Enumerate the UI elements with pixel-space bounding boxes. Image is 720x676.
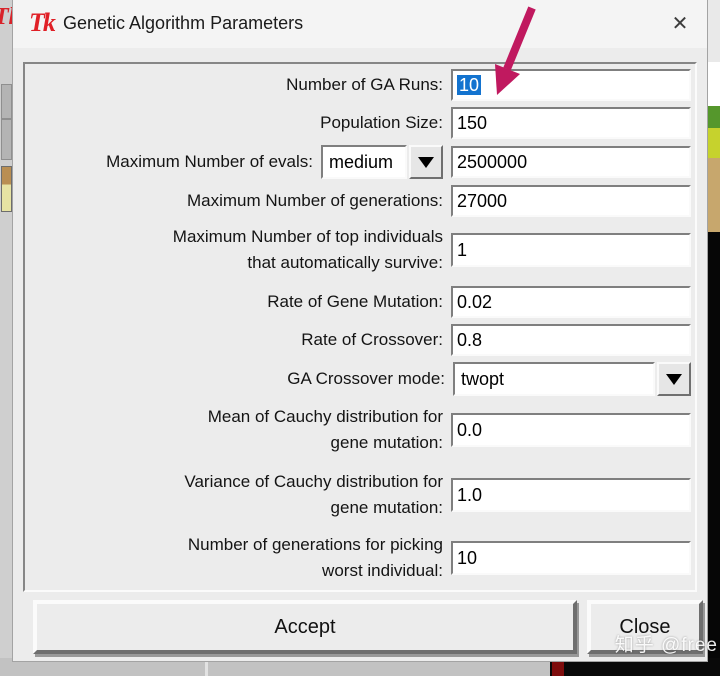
max-generations-input[interactable]: 27000	[451, 185, 691, 217]
background-scrollbar-fragment	[1, 84, 12, 160]
background-black-fragment	[708, 232, 720, 676]
crossover-mode-value[interactable]: twopt	[453, 362, 655, 396]
ga-parameters-dialog: Tk Genetic Algorithm Parameters ✕ Number…	[12, 0, 708, 662]
crossover-rate-row: Rate of Crossover: 0.8	[33, 321, 691, 359]
max-evals-preset-value[interactable]: medium	[321, 145, 407, 179]
population-size-row: Population Size: 150	[33, 104, 691, 142]
background-window-bottom	[0, 658, 720, 676]
cauchy-mean-row: Mean of Cauchy distribution for gene mut…	[33, 403, 691, 457]
max-evals-preset-select[interactable]: medium	[321, 145, 443, 179]
background-window-right	[708, 0, 720, 676]
top-individuals-row: Maximum Number of top individuals that a…	[33, 224, 691, 276]
selected-text: 10	[457, 75, 482, 95]
gene-mutation-rate-row: Rate of Gene Mutation: 0.02	[33, 283, 691, 321]
cauchy-mean-label: Mean of Cauchy distribution for gene mut…	[207, 406, 443, 452]
ga-runs-input[interactable]: 10	[451, 69, 691, 101]
top-individuals-label: Maximum Number of top individuals that a…	[172, 226, 443, 272]
window-title: Genetic Algorithm Parameters	[63, 13, 304, 33]
cauchy-variance-label: Variance of Cauchy distribution for gene…	[184, 471, 443, 517]
max-evals-dropdown-button[interactable]	[409, 145, 443, 179]
form-frame	[23, 62, 697, 592]
population-size-label: Population Size:	[320, 112, 443, 132]
max-evals-input[interactable]: 2500000	[451, 146, 691, 178]
cauchy-variance-row: Variance of Cauchy distribution for gene…	[33, 468, 691, 522]
picking-worst-input[interactable]: 10	[451, 541, 691, 575]
crossover-mode-select[interactable]: twopt	[453, 362, 691, 396]
crossover-rate-label: Rate of Crossover:	[301, 329, 443, 349]
picking-worst-row: Number of generations for picking worst …	[33, 531, 691, 585]
ga-runs-label: Number of GA Runs:	[286, 74, 443, 94]
cauchy-variance-input[interactable]: 1.0	[451, 478, 691, 512]
crossover-mode-dropdown-button[interactable]	[657, 362, 691, 396]
gene-mutation-rate-input[interactable]: 0.02	[451, 286, 691, 318]
cauchy-mean-input[interactable]: 0.0	[451, 413, 691, 447]
window-close-button[interactable]: ✕	[671, 13, 689, 35]
accept-button[interactable]: Accept	[33, 600, 577, 654]
background-color-swatch	[1, 166, 12, 212]
gene-mutation-rate-label: Rate of Gene Mutation:	[267, 291, 443, 311]
max-generations-label: Maximum Number of generations:	[186, 190, 443, 210]
crossover-rate-input[interactable]: 0.8	[451, 324, 691, 356]
max-evals-label: Maximum Number of evals:	[106, 151, 313, 171]
top-individuals-input[interactable]: 1	[451, 233, 691, 267]
dropdown-arrow-icon	[418, 156, 434, 168]
dropdown-arrow-icon	[666, 373, 682, 385]
background-green-fragment	[708, 106, 720, 128]
background-yellow-fragment	[708, 128, 720, 158]
title-bar[interactable]: Tk Genetic Algorithm Parameters ✕	[13, 0, 707, 48]
crossover-mode-label: GA Crossover mode:	[287, 368, 445, 388]
background-tan-fragment	[708, 158, 720, 232]
crossover-mode-row: GA Crossover mode: twopt	[33, 359, 691, 399]
ga-runs-row: Number of GA Runs: 10	[33, 66, 691, 104]
background-window-left: Tk	[0, 0, 21, 676]
picking-worst-label: Number of generations for picking worst …	[187, 534, 443, 580]
max-evals-row: Maximum Number of evals: medium 2500000	[33, 143, 691, 181]
population-size-input[interactable]: 150	[451, 107, 691, 139]
max-generations-row: Maximum Number of generations: 27000	[33, 182, 691, 220]
close-button[interactable]: Close	[587, 600, 703, 654]
tk-app-icon: Tk	[29, 8, 56, 37]
